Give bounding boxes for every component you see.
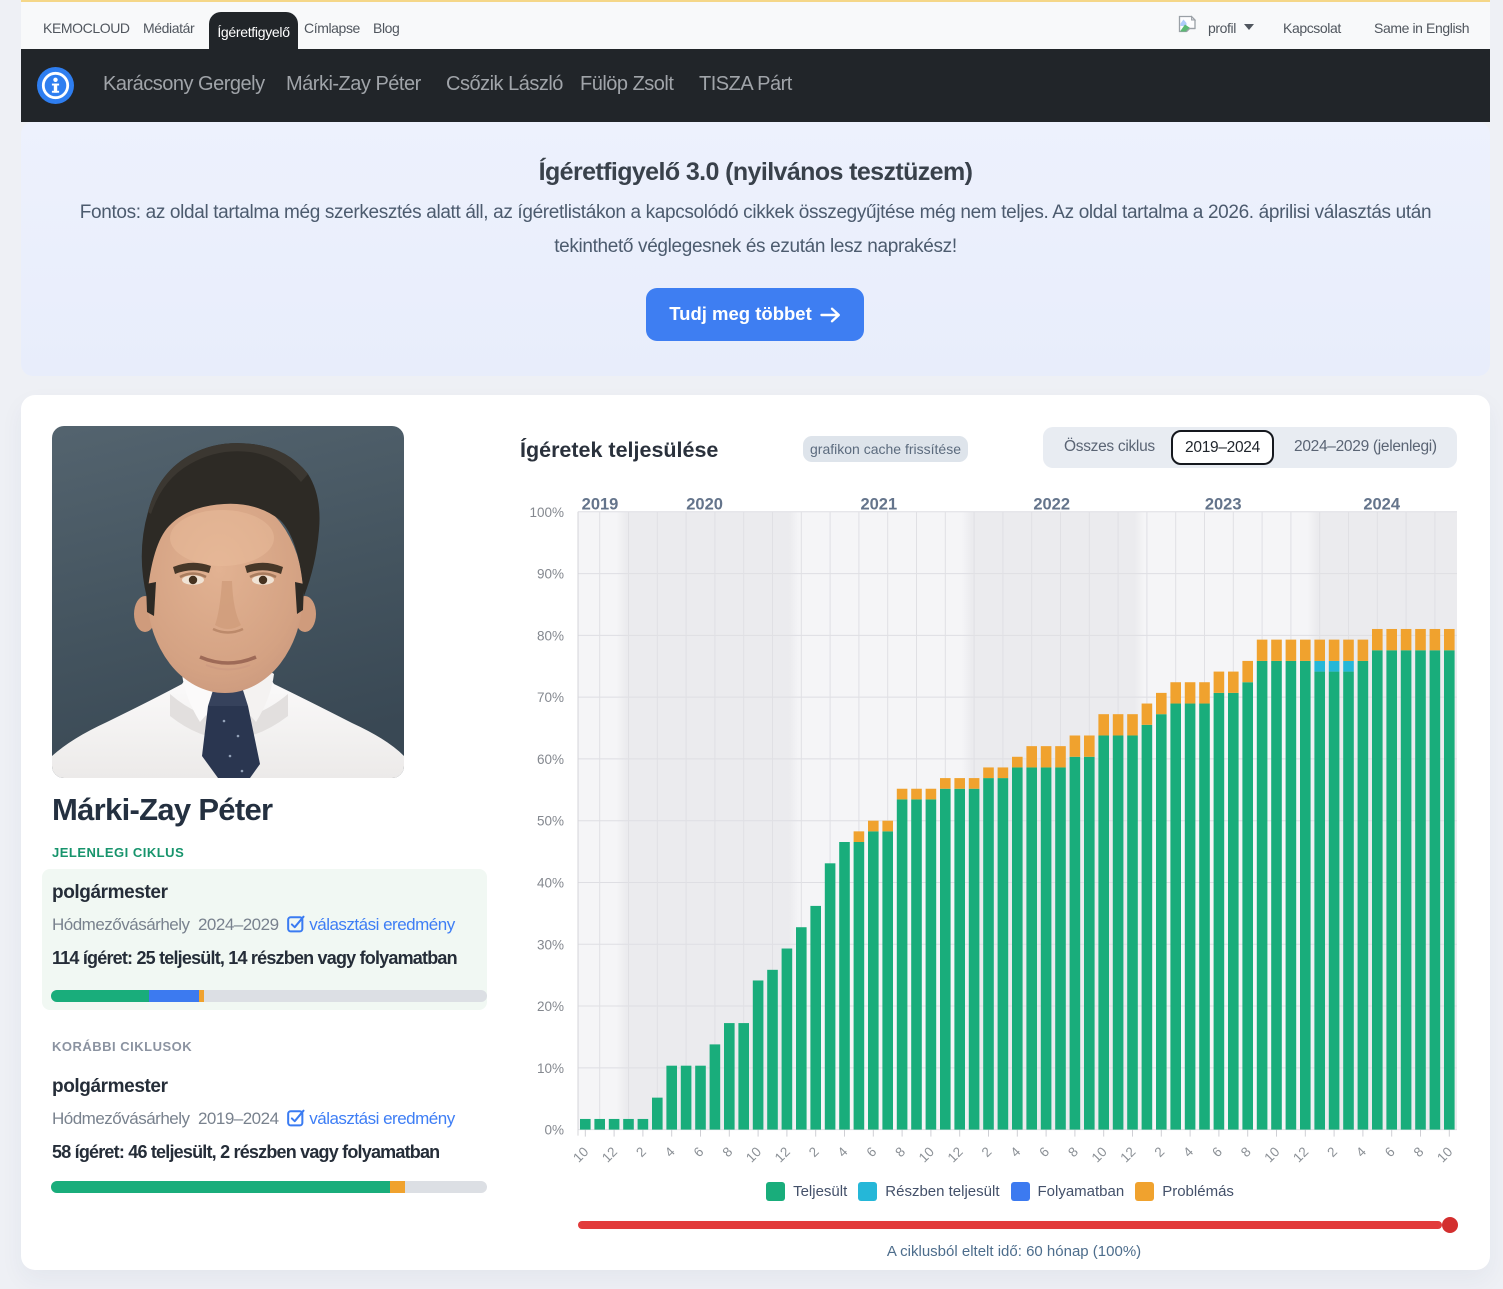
svg-text:4: 4	[1353, 1144, 1369, 1160]
svg-text:12: 12	[1290, 1144, 1311, 1165]
svg-text:4: 4	[835, 1144, 851, 1160]
svg-text:2: 2	[1152, 1144, 1168, 1160]
svg-text:10: 10	[1089, 1144, 1110, 1165]
svg-text:4: 4	[662, 1144, 678, 1160]
svg-text:80%: 80%	[537, 628, 564, 643]
svg-text:40%: 40%	[537, 875, 564, 890]
svg-text:4: 4	[1008, 1144, 1024, 1160]
svg-text:8: 8	[892, 1144, 908, 1160]
svg-text:0%: 0%	[544, 1123, 564, 1138]
svg-text:10: 10	[1434, 1144, 1455, 1165]
svg-text:2024: 2024	[1363, 495, 1401, 513]
svg-text:2: 2	[633, 1144, 649, 1160]
svg-text:2: 2	[979, 1144, 995, 1160]
svg-text:6: 6	[1036, 1144, 1052, 1160]
svg-text:8: 8	[1065, 1144, 1081, 1160]
svg-text:60%: 60%	[537, 752, 564, 767]
svg-text:4: 4	[1180, 1144, 1196, 1160]
svg-text:2: 2	[806, 1144, 822, 1160]
svg-text:2023: 2023	[1205, 495, 1242, 513]
svg-text:8: 8	[1411, 1144, 1427, 1160]
svg-text:100%: 100%	[529, 505, 564, 520]
svg-text:90%: 90%	[537, 567, 564, 582]
svg-text:12: 12	[945, 1144, 966, 1165]
svg-text:10%: 10%	[537, 1061, 564, 1076]
svg-text:2019: 2019	[582, 495, 619, 513]
svg-text:6: 6	[1382, 1144, 1398, 1160]
svg-text:2020: 2020	[686, 495, 723, 513]
svg-text:10: 10	[570, 1144, 591, 1165]
svg-text:50%: 50%	[537, 814, 564, 829]
svg-text:6: 6	[864, 1144, 880, 1160]
svg-text:10: 10	[1261, 1144, 1282, 1165]
svg-text:30%: 30%	[537, 937, 564, 952]
svg-text:10: 10	[916, 1144, 937, 1165]
svg-text:12: 12	[1117, 1144, 1138, 1165]
svg-text:6: 6	[691, 1144, 707, 1160]
svg-text:8: 8	[720, 1144, 736, 1160]
svg-text:2021: 2021	[860, 495, 897, 513]
svg-text:6: 6	[1209, 1144, 1225, 1160]
svg-text:8: 8	[1238, 1144, 1254, 1160]
svg-text:2022: 2022	[1033, 495, 1070, 513]
svg-text:2: 2	[1324, 1144, 1340, 1160]
svg-text:10: 10	[743, 1144, 764, 1165]
svg-text:12: 12	[599, 1144, 620, 1165]
svg-text:12: 12	[772, 1144, 793, 1165]
svg-text:20%: 20%	[537, 999, 564, 1014]
svg-text:70%: 70%	[537, 690, 564, 705]
